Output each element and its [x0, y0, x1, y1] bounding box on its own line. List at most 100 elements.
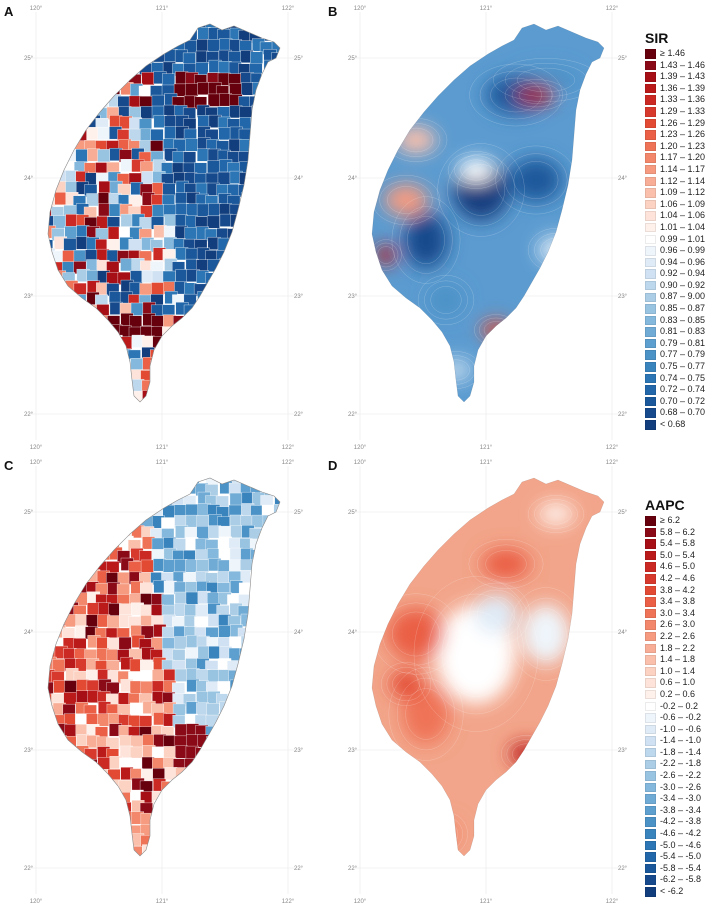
district-polygon	[48, 338, 53, 352]
legend-label: 1.4 – 1.8	[660, 654, 696, 665]
district-polygon	[194, 381, 208, 395]
lat-tick-label: 24°	[24, 176, 34, 182]
district-polygon	[184, 24, 198, 32]
legend-label: 0.92 – 0.94	[660, 268, 706, 279]
district-polygon	[140, 478, 153, 486]
legend-swatch	[645, 713, 656, 723]
district-polygon	[252, 690, 266, 703]
district-polygon	[183, 304, 197, 318]
district-polygon	[261, 604, 275, 617]
surface-blob	[384, 184, 428, 216]
district-polygon	[216, 847, 230, 856]
district-polygon	[182, 825, 196, 839]
district-polygon	[141, 72, 155, 85]
district-polygon	[130, 358, 144, 371]
district-polygon	[73, 249, 87, 263]
district-polygon	[108, 28, 122, 42]
district-polygon	[76, 690, 89, 704]
legend-swatch	[645, 141, 656, 152]
district-polygon	[108, 812, 122, 826]
district-polygon	[119, 336, 132, 350]
district-polygon	[96, 315, 110, 329]
legend-label: 1.12 – 1.14	[660, 175, 706, 186]
district-polygon	[174, 403, 187, 416]
district-polygon	[241, 745, 255, 759]
district-polygon	[184, 758, 198, 772]
district-polygons	[48, 478, 280, 870]
legend-swatch	[645, 107, 656, 117]
district-polygon	[119, 493, 133, 507]
district-polygon	[172, 780, 186, 794]
district-polygon	[218, 380, 232, 393]
district-polygon	[51, 813, 65, 827]
legend-swatch	[645, 782, 656, 793]
district-polygon	[48, 481, 57, 494]
district-polygon	[64, 680, 78, 694]
district-polygon	[48, 63, 54, 77]
district-polygon	[73, 560, 87, 574]
district-polygon	[119, 603, 132, 617]
legend-swatch	[645, 805, 656, 816]
district-polygon	[128, 40, 142, 54]
district-polygon	[48, 637, 54, 651]
district-polygon	[140, 24, 153, 32]
district-polygon	[197, 324, 210, 338]
district-polygon	[86, 822, 100, 836]
district-polygon	[273, 713, 280, 726]
district-polygon	[86, 526, 100, 540]
district-polygon	[259, 371, 273, 385]
district-polygon	[65, 492, 79, 506]
district-polygon	[185, 83, 199, 97]
legend-swatch	[645, 130, 656, 140]
district-polygon	[228, 315, 242, 329]
district-polygon	[185, 503, 199, 517]
district-polygon	[251, 127, 265, 140]
district-polygon	[61, 118, 75, 132]
district-polygon	[197, 855, 211, 856]
legend-label: 0.90 – 0.92	[660, 279, 706, 290]
district-polygon	[108, 514, 122, 528]
district-polygon	[73, 338, 87, 351]
contour-line	[433, 821, 459, 847]
legend-item: 0.83 – 0.85	[645, 315, 705, 327]
district-polygon	[98, 390, 112, 402]
district-polygon	[118, 381, 132, 395]
legend-item: 1.36 – 1.39	[645, 83, 705, 95]
legend-swatch	[645, 164, 656, 175]
district-polygon	[97, 403, 110, 416]
district-polygon	[74, 348, 88, 361]
district-polygon	[183, 360, 197, 374]
district-polygon	[251, 857, 264, 870]
lat-tick-label: 22°	[348, 866, 358, 872]
legend-item: 1.09 – 1.12	[645, 187, 705, 199]
district-polygon	[48, 493, 56, 506]
district-polygon	[196, 368, 210, 382]
legend-label: ≥ 6.2	[660, 515, 680, 525]
district-polygon	[206, 703, 220, 716]
lon-tick-label: 121°	[156, 460, 169, 466]
district-polygon	[227, 693, 241, 707]
district-polygon	[162, 326, 175, 340]
district-polygon	[228, 736, 242, 750]
contour-line	[447, 153, 515, 227]
district-polygon	[48, 170, 57, 184]
district-polygon	[185, 247, 199, 261]
district-polygon	[52, 483, 66, 496]
legend-swatch	[645, 188, 656, 198]
lat-tick-label: 23°	[618, 294, 628, 300]
legend-item: -3.4 – -3.0	[645, 793, 701, 805]
district-polygon	[62, 327, 75, 341]
surface-blob	[538, 502, 574, 526]
district-polygon	[108, 503, 122, 517]
district-polygon	[252, 843, 266, 856]
district-polygon	[118, 835, 132, 848]
surface-blob	[376, 245, 396, 265]
district-polygon	[206, 736, 220, 750]
district-polygon	[185, 647, 199, 661]
district-polygon	[197, 148, 210, 162]
surface-blob	[474, 594, 518, 634]
district-polygon	[273, 537, 280, 551]
district-polygon	[48, 137, 56, 151]
district-polygons	[48, 24, 280, 416]
lon-tick-label: 122°	[282, 445, 295, 451]
